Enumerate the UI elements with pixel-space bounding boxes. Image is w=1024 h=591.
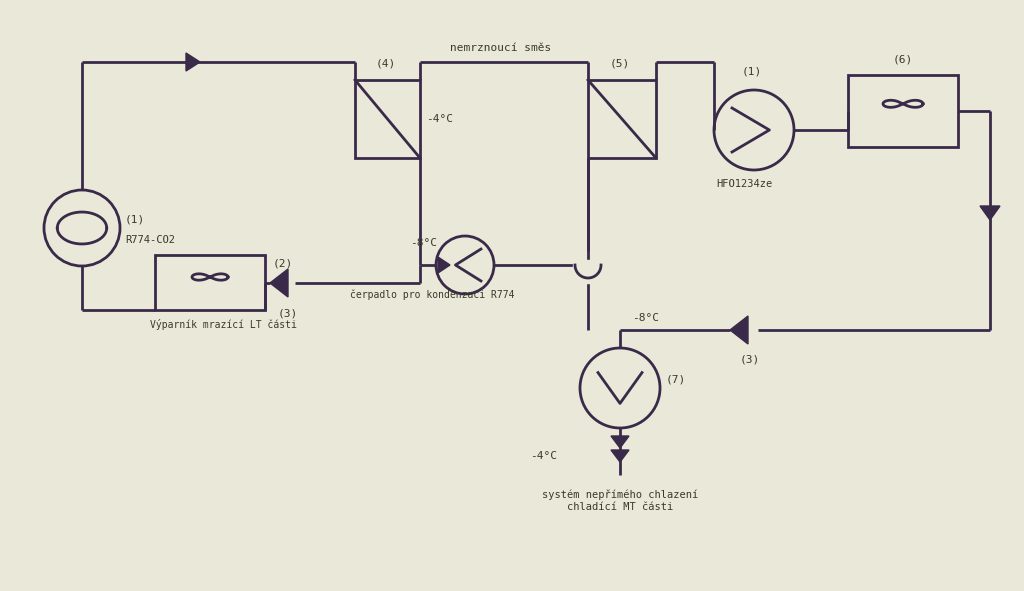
Text: (1): (1) [125,215,145,225]
Polygon shape [438,257,450,273]
Polygon shape [270,269,288,297]
Text: (2): (2) [273,258,293,268]
Text: (3): (3) [278,308,298,318]
Polygon shape [611,436,629,448]
Polygon shape [611,450,629,462]
Text: -8°C: -8°C [410,238,437,248]
Text: systém nepřímého chlazení
chladící MT části: systém nepřímého chlazení chladící MT čá… [542,490,698,512]
Text: -4°C: -4°C [530,451,557,461]
Bar [848,75,958,147]
Text: (7): (7) [666,375,686,385]
Text: HFO1234ze: HFO1234ze [716,179,772,189]
Text: (5): (5) [610,59,630,69]
Text: -4°C: -4°C [426,114,453,124]
Text: -8°C: -8°C [632,313,659,323]
Polygon shape [730,316,748,344]
Bar [588,80,656,158]
Text: čerpadlo pro kondenzaci R774: čerpadlo pro kondenzaci R774 [350,290,514,300]
Text: Výparník mrazící LT části: Výparník mrazící LT části [150,319,297,330]
Text: R774-CO2: R774-CO2 [125,235,175,245]
Text: (6): (6) [893,54,913,64]
Bar [155,255,265,310]
Text: nemrznoucí směs: nemrznoucí směs [450,43,551,53]
Bar [355,80,420,158]
Text: (3): (3) [740,355,760,365]
Text: (4): (4) [376,59,395,69]
Text: (1): (1) [742,67,762,77]
Polygon shape [186,53,200,71]
Polygon shape [980,206,1000,220]
